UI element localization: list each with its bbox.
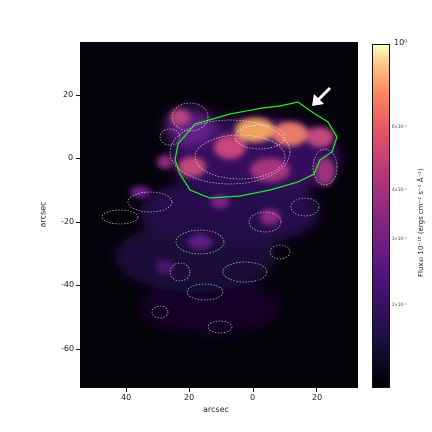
colorbar-tick-label: 2×10⁻¹: [392, 302, 407, 307]
tick-mark: [253, 388, 254, 392]
x-axis-label: arcsec: [203, 405, 229, 414]
colorbar-tick-label: 3×10⁻¹: [392, 236, 407, 241]
colorbar: [372, 44, 390, 388]
y-tick-label: -40: [61, 280, 75, 289]
tick-mark: [189, 388, 190, 392]
tick-mark: [76, 222, 80, 223]
white-contours: [101, 102, 338, 334]
tick-mark: [76, 349, 80, 350]
tick-mark: [76, 95, 80, 96]
x-tick-label: 20: [184, 393, 195, 402]
tick-mark: [76, 158, 80, 159]
colorbar-label: Flux₄₀ 10⁻¹⁸ (ergs cm⁻² s⁻¹ Å⁻¹): [417, 168, 425, 277]
y-axis-label: arcsec: [38, 201, 48, 228]
y-tick-label: 20: [63, 90, 74, 99]
arrow-icon: [312, 86, 332, 106]
y-tick-label: 0: [68, 153, 74, 162]
y-tick-label: -60: [61, 344, 75, 353]
image-panel: [80, 42, 358, 388]
galaxy-image: [80, 42, 358, 388]
colorbar-top-label: 10⁰: [394, 38, 408, 47]
colorbar-tick-label: 4×10⁻¹: [392, 187, 407, 192]
x-tick-label: 20: [312, 393, 323, 402]
x-tick-label: 0: [250, 393, 256, 402]
x-tick-label: 40: [121, 393, 132, 402]
tick-mark: [126, 388, 127, 392]
y-tick-label: -20: [61, 217, 75, 226]
tick-mark: [76, 285, 80, 286]
green-contour: [174, 101, 338, 199]
tick-mark: [316, 388, 317, 392]
colorbar-tick-label: 6×10⁻¹: [392, 124, 407, 129]
